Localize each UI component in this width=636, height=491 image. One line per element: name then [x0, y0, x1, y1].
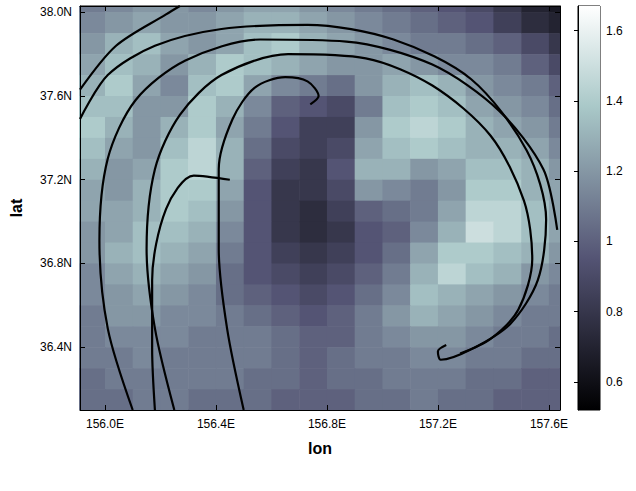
svg-text:37.6N: 37.6N: [40, 89, 72, 103]
svg-text:1.2: 1.2: [606, 164, 623, 178]
svg-text:157.2E: 157.2E: [419, 417, 457, 431]
svg-text:37.2N: 37.2N: [40, 173, 72, 187]
svg-text:0.8: 0.8: [606, 305, 623, 319]
svg-text:156.0E: 156.0E: [86, 417, 124, 431]
svg-text:1.4: 1.4: [606, 94, 623, 108]
svg-text:38.0N: 38.0N: [40, 5, 72, 19]
svg-text:1: 1: [606, 234, 613, 248]
svg-text:36.8N: 36.8N: [40, 256, 72, 270]
svg-text:lon: lon: [308, 440, 332, 457]
svg-text:156.4E: 156.4E: [197, 417, 235, 431]
svg-text:lat: lat: [8, 198, 25, 217]
svg-text:156.8E: 156.8E: [308, 417, 346, 431]
svg-text:36.4N: 36.4N: [40, 340, 72, 354]
svg-text:0.6: 0.6: [606, 375, 623, 389]
svg-text:157.6E: 157.6E: [530, 417, 568, 431]
svg-text:1.6: 1.6: [606, 24, 623, 38]
